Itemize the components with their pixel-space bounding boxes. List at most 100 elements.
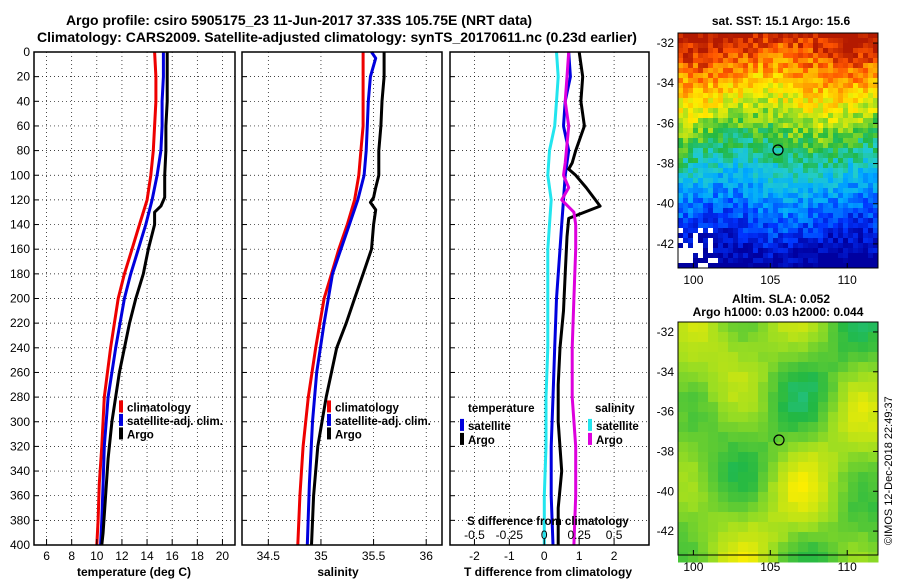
map-cell <box>738 188 744 194</box>
map-cell <box>843 133 849 139</box>
map-cell <box>743 233 749 239</box>
map-cell <box>833 83 839 89</box>
map-cell <box>758 322 769 333</box>
map-cell <box>833 123 839 129</box>
map-cell <box>748 322 759 333</box>
map-cell <box>758 128 764 134</box>
map-cell <box>863 83 869 89</box>
map-cell <box>733 33 739 39</box>
map-cell <box>768 78 774 84</box>
map-cell <box>738 223 744 229</box>
map-cell <box>818 412 829 423</box>
map-cell <box>808 103 814 109</box>
map-cell <box>698 253 703 258</box>
map-cell <box>698 238 704 244</box>
map-cell <box>863 203 869 209</box>
map-cell <box>868 412 879 423</box>
map-cell <box>793 173 799 179</box>
map-cell <box>848 198 854 204</box>
legend-label: satellite <box>468 421 511 433</box>
map-cell <box>718 118 724 124</box>
map-cell <box>748 183 754 189</box>
map-cell <box>738 78 744 84</box>
map-cell <box>693 43 699 49</box>
map-cell <box>723 248 729 254</box>
map-cell <box>843 48 849 54</box>
map-cell <box>793 213 799 219</box>
map-cell <box>823 208 829 214</box>
map-cell <box>748 83 754 89</box>
map-cell <box>718 412 729 423</box>
map-cell <box>798 492 809 503</box>
map-cell <box>848 203 854 209</box>
map-cell <box>698 342 709 353</box>
map-cell <box>873 178 879 184</box>
map-cell <box>768 258 774 264</box>
map-cell <box>703 158 709 164</box>
map-cell <box>778 98 784 104</box>
legend-swatch <box>327 427 331 440</box>
map-cell <box>873 98 879 104</box>
map-cell <box>863 53 869 59</box>
map-cell <box>803 108 809 114</box>
map-cell <box>808 118 814 124</box>
map-cell <box>818 58 824 64</box>
map-x-tick-label: 100 <box>683 560 703 574</box>
map-cell <box>823 123 829 129</box>
map-cell <box>758 218 764 224</box>
map-cell <box>773 243 779 249</box>
map-cell <box>818 322 829 333</box>
map-cell <box>768 68 774 74</box>
map-cell <box>693 78 699 84</box>
map-cell <box>713 43 719 49</box>
map-cell <box>788 98 794 104</box>
map-cell <box>848 108 854 114</box>
map-cell <box>738 163 744 169</box>
map-cell <box>768 103 774 109</box>
map-cell <box>828 223 834 229</box>
map-cell <box>773 253 779 259</box>
map-cell <box>768 193 774 199</box>
map-cell <box>703 48 709 54</box>
map-cell <box>748 113 754 119</box>
map-cell <box>783 63 789 69</box>
map-cell <box>798 58 804 64</box>
map-cell <box>818 173 824 179</box>
map-cell <box>808 173 814 179</box>
map-cell <box>858 118 864 124</box>
map-cell <box>728 168 734 174</box>
map-cell <box>873 133 879 139</box>
map-cell <box>783 203 789 209</box>
map-cell <box>743 228 749 234</box>
map-cell <box>863 58 869 64</box>
map-cell <box>723 213 729 219</box>
map-cell <box>818 352 829 363</box>
map-cell <box>748 88 754 94</box>
map-cell <box>848 223 854 229</box>
map-cell <box>808 238 814 244</box>
map-cell <box>853 128 859 134</box>
map-cell <box>813 263 819 269</box>
map-cell <box>723 188 729 194</box>
map-cell <box>768 233 774 239</box>
map-cell <box>723 153 729 159</box>
map-cell <box>778 88 784 94</box>
map-cell <box>853 238 859 244</box>
map-cell <box>863 163 869 169</box>
map-cell <box>758 203 764 209</box>
map-cell <box>843 38 849 44</box>
map-y-tick-label: -32 <box>657 325 675 339</box>
map-cell <box>818 552 829 563</box>
map-cell <box>863 63 869 69</box>
map-cell <box>828 412 839 423</box>
map-cell <box>753 128 759 134</box>
map-cell <box>818 48 824 54</box>
map-cell <box>748 233 754 239</box>
map-cell <box>753 193 759 199</box>
map-cell <box>703 203 709 209</box>
map-y-tick-label: -38 <box>657 444 675 458</box>
map-cell <box>738 322 749 333</box>
map-cell <box>833 43 839 49</box>
map-cell <box>833 48 839 54</box>
map-cell <box>838 432 849 443</box>
